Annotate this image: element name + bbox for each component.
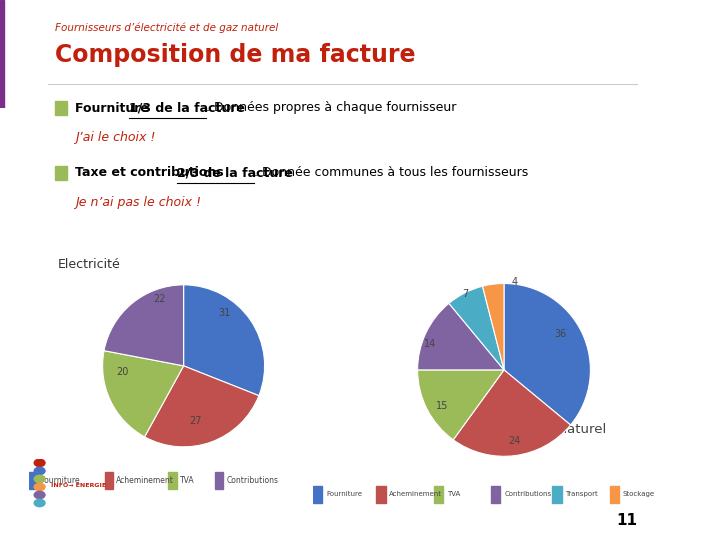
Text: 7: 7 [462, 289, 468, 299]
Text: 2/3 de la facture: 2/3 de la facture [177, 166, 293, 179]
Text: 14: 14 [424, 339, 437, 349]
Bar [552, 486, 562, 503]
Text: Je n’ai pas le choix !: Je n’ai pas le choix ! [76, 196, 202, 209]
Bar [104, 472, 113, 489]
Text: Fourniture: Fourniture [76, 102, 153, 114]
Wedge shape [184, 285, 264, 396]
Bar [377, 486, 385, 503]
Text: Fourniture: Fourniture [326, 490, 362, 497]
Bar [610, 486, 619, 503]
Wedge shape [104, 285, 184, 366]
Circle shape [35, 467, 45, 475]
Text: Transport: Transport [565, 490, 598, 497]
Wedge shape [418, 303, 504, 370]
Circle shape [35, 483, 45, 490]
Text: 15: 15 [436, 401, 448, 411]
Bar [168, 472, 177, 489]
Wedge shape [103, 350, 184, 437]
Circle shape [35, 500, 45, 507]
Wedge shape [145, 366, 259, 447]
Text: 31: 31 [218, 308, 230, 318]
Text: 20: 20 [117, 367, 129, 377]
Text: Composition de ma facture: Composition de ma facture [55, 43, 415, 67]
Bar [215, 472, 223, 489]
Bar [433, 486, 443, 503]
Text: 11: 11 [616, 513, 637, 528]
Text: Acheminement: Acheminement [390, 490, 442, 497]
Text: 22: 22 [153, 294, 166, 305]
Text: J’ai le choix !: J’ai le choix ! [76, 131, 156, 144]
Text: 4: 4 [511, 277, 518, 287]
Text: Taxe et contributions: Taxe et contributions [76, 166, 228, 179]
Text: TVA: TVA [446, 490, 460, 497]
Text: Acheminement: Acheminement [117, 476, 174, 484]
Polygon shape [0, 0, 4, 108]
Text: . Données propres à chaque fournisseur: . Données propres à chaque fournisseur [207, 102, 456, 114]
Wedge shape [453, 370, 570, 456]
Text: 36: 36 [554, 329, 567, 339]
Text: Contributions: Contributions [504, 490, 552, 497]
Text: Electricité: Electricité [58, 258, 121, 271]
Text: 1/3 de la facture: 1/3 de la facture [129, 102, 245, 114]
Bar [29, 472, 37, 489]
Text: . Donnée communes à tous les fournisseurs: . Donnée communes à tous les fournisseur… [254, 166, 528, 179]
Wedge shape [449, 286, 504, 370]
Text: Fourniture: Fourniture [40, 476, 80, 484]
Text: Fournisseurs d’électricité et de gaz naturel: Fournisseurs d’électricité et de gaz nat… [55, 23, 278, 33]
Wedge shape [482, 284, 504, 370]
Text: 27: 27 [189, 416, 202, 426]
Text: Stockage: Stockage [623, 490, 655, 497]
Wedge shape [504, 284, 590, 425]
Bar [491, 486, 500, 503]
Bar [55, 166, 67, 180]
Circle shape [35, 459, 45, 467]
Circle shape [35, 491, 45, 498]
Bar [313, 486, 323, 503]
Bar [55, 101, 67, 115]
Text: INFO→ ÉNERGIE: INFO→ ÉNERGIE [51, 483, 107, 488]
Text: 24: 24 [508, 436, 521, 446]
Text: Gaz naturel: Gaz naturel [529, 423, 607, 436]
Wedge shape [418, 370, 504, 440]
Text: Contributions: Contributions [226, 476, 279, 484]
Circle shape [35, 475, 45, 483]
Text: TVA: TVA [180, 476, 194, 484]
